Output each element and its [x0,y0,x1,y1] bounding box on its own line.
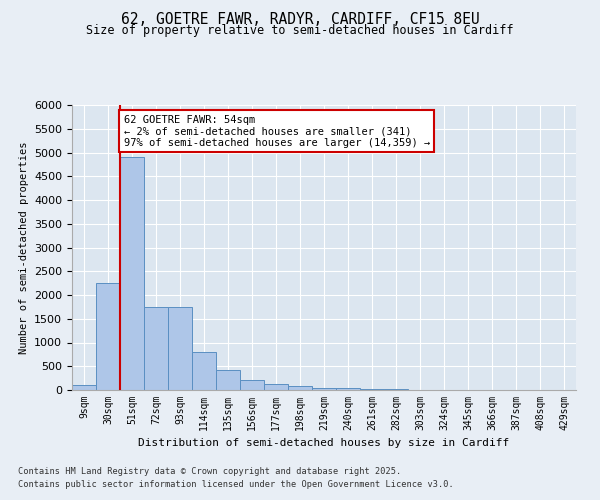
Bar [144,307,168,390]
Bar [96,283,120,390]
Bar [264,384,288,390]
Text: 62, GOETRE FAWR, RADYR, CARDIFF, CF15 8EU: 62, GOETRE FAWR, RADYR, CARDIFF, CF15 8E… [121,12,479,28]
Bar [120,158,144,390]
Y-axis label: Number of semi-detached properties: Number of semi-detached properties [19,141,29,354]
Bar [168,307,192,390]
Bar [240,380,264,390]
Text: 62 GOETRE FAWR: 54sqm
← 2% of semi-detached houses are smaller (341)
97% of semi: 62 GOETRE FAWR: 54sqm ← 2% of semi-detac… [124,114,430,148]
Text: Size of property relative to semi-detached houses in Cardiff: Size of property relative to semi-detach… [86,24,514,37]
Bar [360,388,384,390]
Bar [192,352,216,390]
Text: Contains public sector information licensed under the Open Government Licence v3: Contains public sector information licen… [18,480,454,489]
Text: Contains HM Land Registry data © Crown copyright and database right 2025.: Contains HM Land Registry data © Crown c… [18,467,401,476]
Bar [72,385,96,390]
Bar [288,386,312,390]
Bar [216,370,240,390]
Bar [336,388,360,390]
Bar [312,388,336,390]
X-axis label: Distribution of semi-detached houses by size in Cardiff: Distribution of semi-detached houses by … [139,438,509,448]
